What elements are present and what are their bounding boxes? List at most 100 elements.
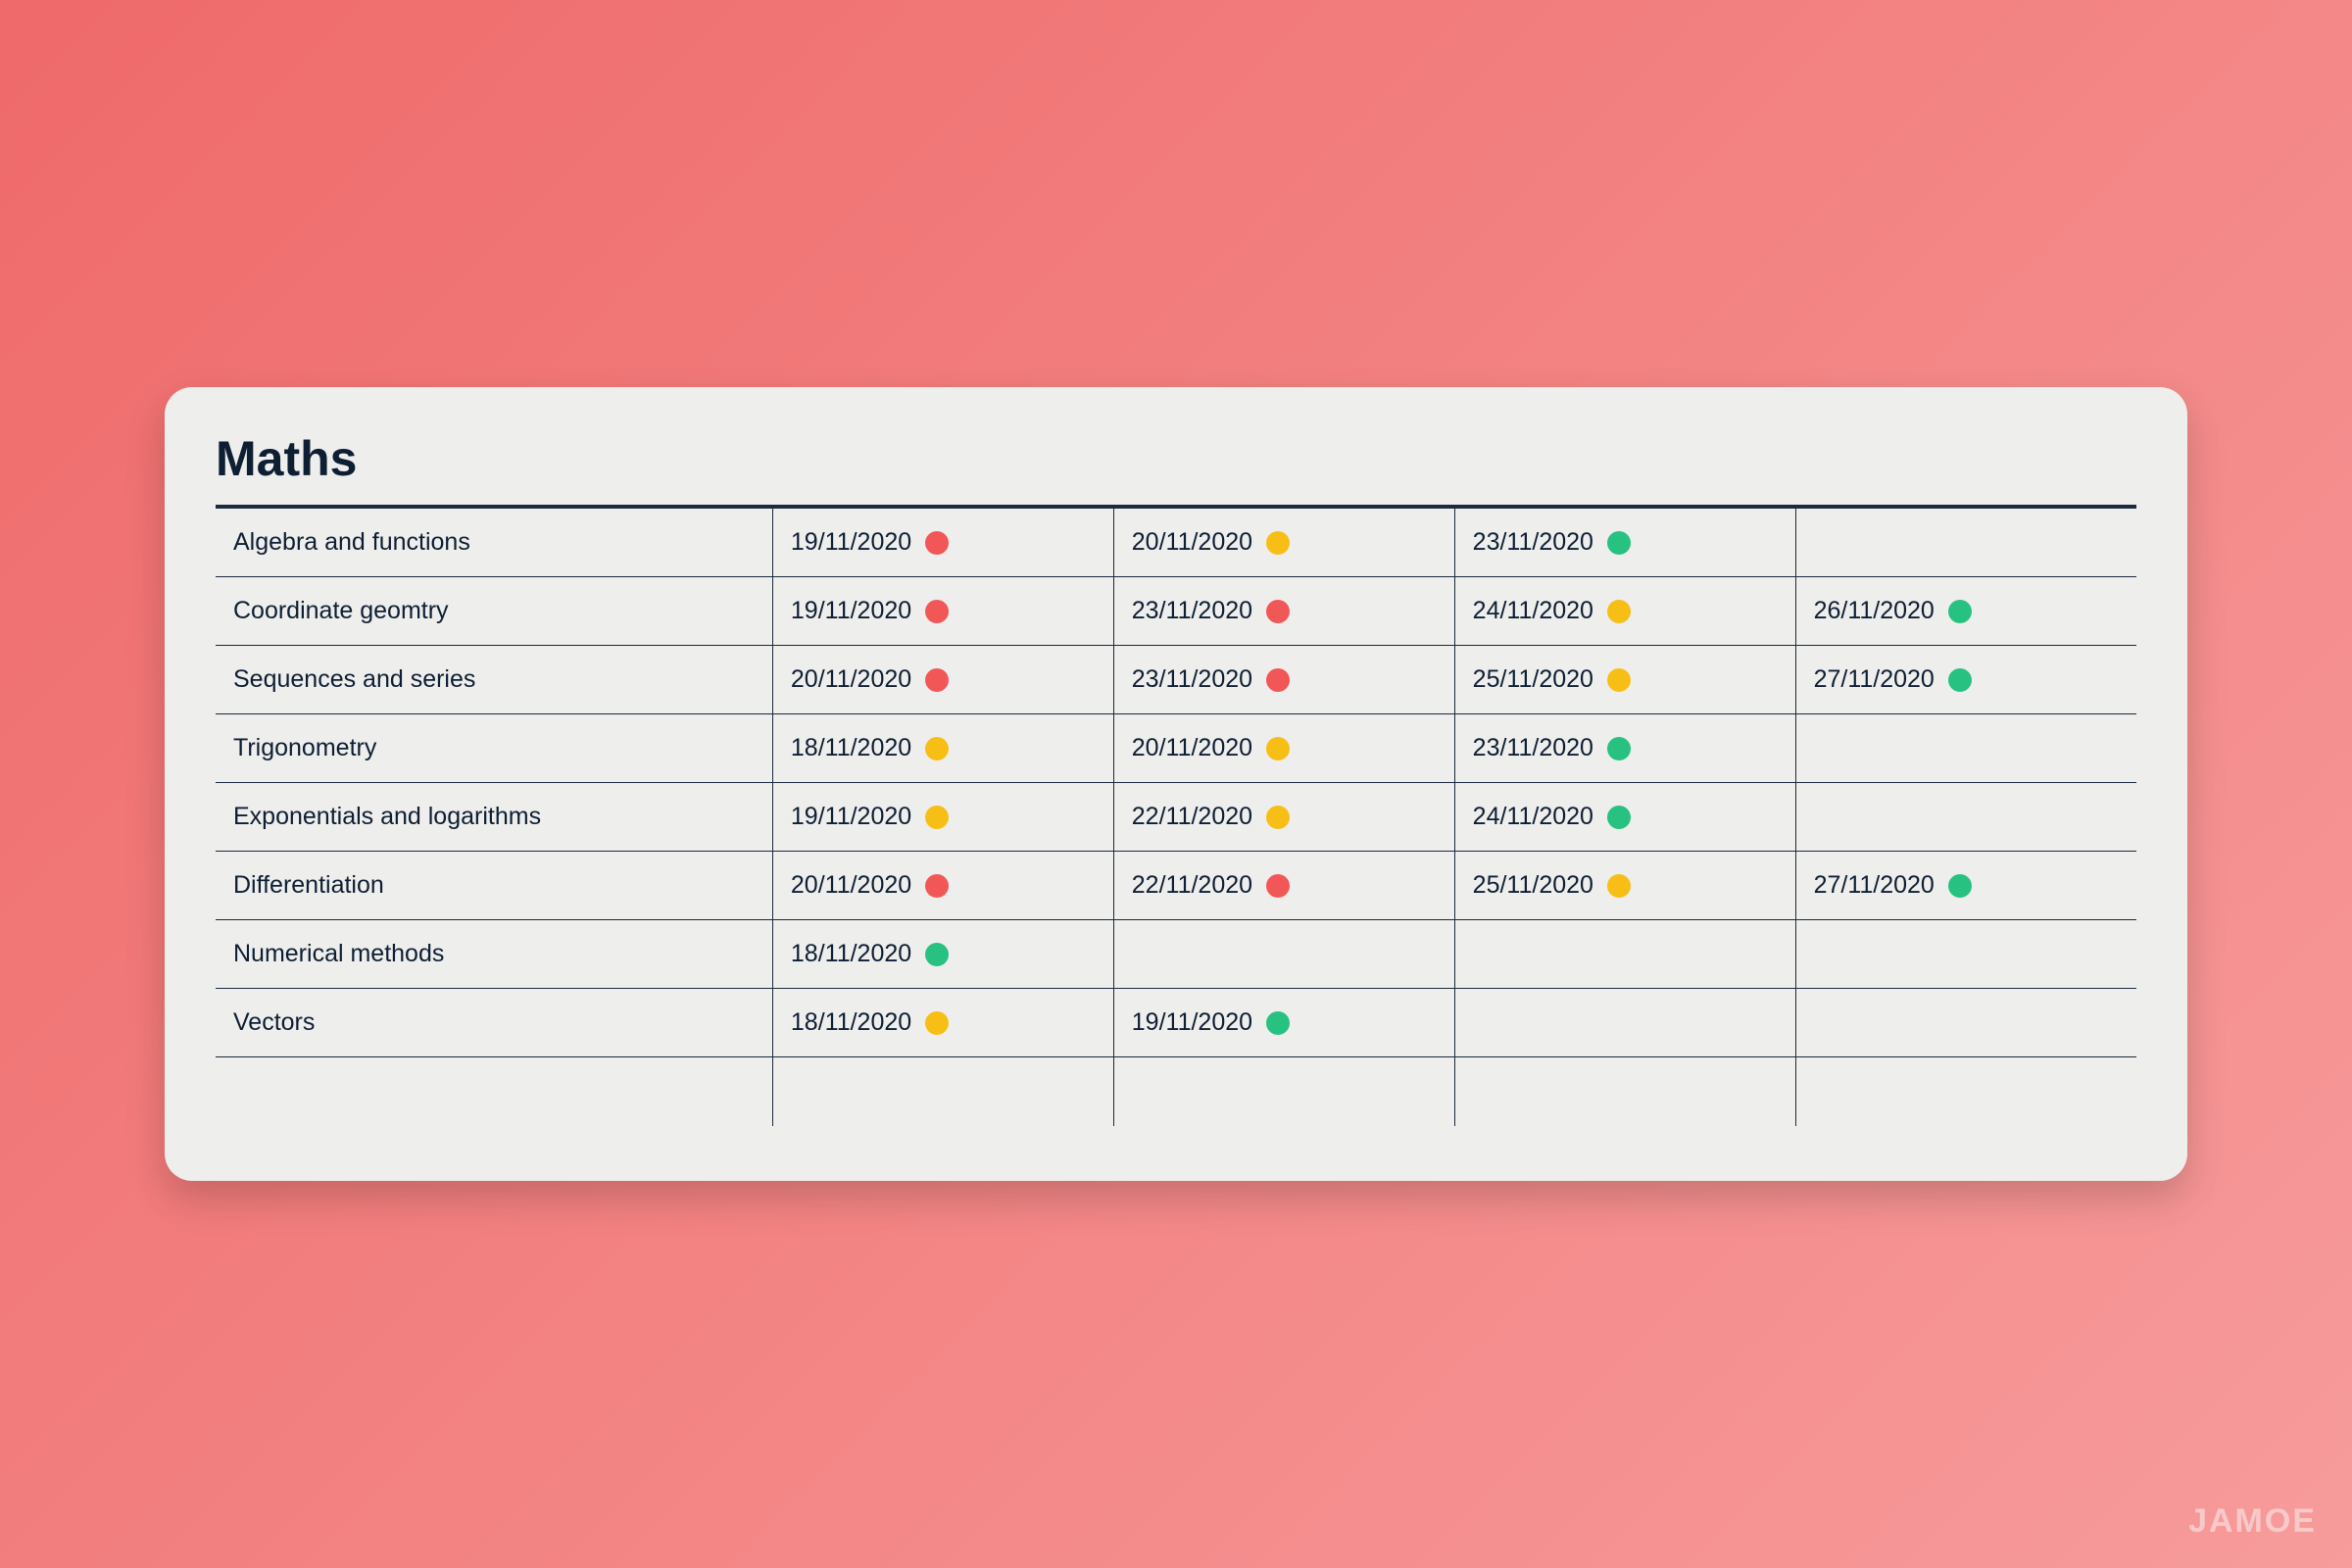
session-date: 23/11/2020 bbox=[1473, 528, 1593, 557]
table-row: Trigonometry 18/11/2020 20/11/2020 23/11/20… bbox=[216, 714, 2136, 783]
session-entry: 19/11/2020 bbox=[1132, 1008, 1290, 1037]
session-cell bbox=[1454, 1057, 1795, 1126]
topic-cell: Numerical methods bbox=[216, 920, 772, 989]
session-cell: 18/11/2020 bbox=[772, 989, 1113, 1057]
session-entry: 19/11/2020 bbox=[791, 528, 949, 557]
session-cell: 23/11/2020 bbox=[1113, 646, 1454, 714]
session-date: 19/11/2020 bbox=[791, 803, 911, 831]
brand-watermark: JAMOE bbox=[2188, 1502, 2317, 1541]
status-dot-red-icon bbox=[925, 531, 949, 555]
status-dot-amber-icon bbox=[1607, 874, 1631, 898]
table-row: Sequences and series 20/11/2020 23/11/2020… bbox=[216, 646, 2136, 714]
table-row: Exponentials and logarithms 19/11/2020 22/… bbox=[216, 783, 2136, 852]
topic-cell: Differentiation bbox=[216, 852, 772, 920]
session-date: 27/11/2020 bbox=[1814, 665, 1935, 694]
session-date: 18/11/2020 bbox=[791, 1008, 911, 1037]
session-date: 20/11/2020 bbox=[791, 665, 911, 694]
session-cell bbox=[1795, 1057, 2136, 1126]
session-entry: 27/11/2020 bbox=[1814, 665, 1972, 694]
status-dot-green-icon bbox=[1948, 600, 1972, 623]
table-row: Differentiation 20/11/2020 22/11/2020 25/11… bbox=[216, 852, 2136, 920]
session-date: 24/11/2020 bbox=[1473, 597, 1593, 625]
table-row: Coordinate geomtry 19/11/2020 23/11/2020 24… bbox=[216, 577, 2136, 646]
session-date: 25/11/2020 bbox=[1473, 871, 1593, 900]
topic-cell: Vectors bbox=[216, 989, 772, 1057]
status-dot-red-icon bbox=[1266, 668, 1290, 692]
session-cell bbox=[1795, 714, 2136, 783]
status-dot-amber-icon bbox=[925, 1011, 949, 1035]
session-entry: 23/11/2020 bbox=[1473, 528, 1631, 557]
status-dot-green-icon bbox=[1607, 806, 1631, 829]
table-row bbox=[216, 1057, 2136, 1126]
session-date: 24/11/2020 bbox=[1473, 803, 1593, 831]
session-entry: 27/11/2020 bbox=[1814, 871, 1972, 900]
session-cell: 22/11/2020 bbox=[1113, 783, 1454, 852]
session-entry: 19/11/2020 bbox=[791, 803, 949, 831]
session-entry: 19/11/2020 bbox=[791, 597, 949, 625]
topic-cell: Algebra and functions bbox=[216, 509, 772, 577]
session-date: 19/11/2020 bbox=[791, 597, 911, 625]
session-entry: 25/11/2020 bbox=[1473, 871, 1631, 900]
session-entry: 25/11/2020 bbox=[1473, 665, 1631, 694]
topic-cell: Exponentials and logarithms bbox=[216, 783, 772, 852]
session-cell bbox=[1795, 783, 2136, 852]
session-cell: 24/11/2020 bbox=[1454, 783, 1795, 852]
session-cell: 19/11/2020 bbox=[772, 783, 1113, 852]
session-cell bbox=[1795, 509, 2136, 577]
session-date: 19/11/2020 bbox=[791, 528, 911, 557]
session-entry: 22/11/2020 bbox=[1132, 871, 1290, 900]
session-entry: 18/11/2020 bbox=[791, 734, 949, 762]
session-date: 20/11/2020 bbox=[791, 871, 911, 900]
topic-cell: Sequences and series bbox=[216, 646, 772, 714]
status-dot-green-icon bbox=[925, 943, 949, 966]
status-dot-green-icon bbox=[1266, 1011, 1290, 1035]
session-date: 23/11/2020 bbox=[1132, 597, 1252, 625]
status-dot-green-icon bbox=[1607, 737, 1631, 760]
session-entry: 24/11/2020 bbox=[1473, 803, 1631, 831]
topic-cell: Trigonometry bbox=[216, 714, 772, 783]
session-cell: 23/11/2020 bbox=[1454, 509, 1795, 577]
session-date: 23/11/2020 bbox=[1132, 665, 1252, 694]
status-dot-amber-icon bbox=[1607, 668, 1631, 692]
status-dot-red-icon bbox=[1266, 600, 1290, 623]
session-date: 22/11/2020 bbox=[1132, 871, 1252, 900]
session-cell: 25/11/2020 bbox=[1454, 852, 1795, 920]
table-row: Algebra and functions 19/11/2020 20/11/202… bbox=[216, 509, 2136, 577]
status-dot-red-icon bbox=[925, 874, 949, 898]
session-entry: 20/11/2020 bbox=[1132, 528, 1290, 557]
session-cell bbox=[1454, 920, 1795, 989]
session-cell bbox=[1113, 1057, 1454, 1126]
session-cell: 19/11/2020 bbox=[772, 577, 1113, 646]
status-dot-amber-icon bbox=[1266, 806, 1290, 829]
status-dot-amber-icon bbox=[1266, 737, 1290, 760]
session-date: 18/11/2020 bbox=[791, 734, 911, 762]
session-cell: 26/11/2020 bbox=[1795, 577, 2136, 646]
status-dot-amber-icon bbox=[925, 737, 949, 760]
status-dot-green-icon bbox=[1607, 531, 1631, 555]
status-dot-amber-icon bbox=[1266, 531, 1290, 555]
session-cell bbox=[772, 1057, 1113, 1126]
session-entry: 20/11/2020 bbox=[791, 665, 949, 694]
topic-cell: Coordinate geomtry bbox=[216, 577, 772, 646]
session-cell: 18/11/2020 bbox=[772, 920, 1113, 989]
status-dot-amber-icon bbox=[925, 806, 949, 829]
session-date: 23/11/2020 bbox=[1473, 734, 1593, 762]
tracker-body: Algebra and functions 19/11/2020 20/11/202… bbox=[216, 509, 2136, 1126]
session-cell bbox=[1795, 989, 2136, 1057]
session-entry: 22/11/2020 bbox=[1132, 803, 1290, 831]
session-date: 20/11/2020 bbox=[1132, 528, 1252, 557]
session-date: 27/11/2020 bbox=[1814, 871, 1935, 900]
session-entry: 23/11/2020 bbox=[1132, 665, 1290, 694]
tracker-table: Algebra and functions 19/11/2020 20/11/202… bbox=[216, 505, 2136, 1126]
session-cell bbox=[1454, 989, 1795, 1057]
session-date: 25/11/2020 bbox=[1473, 665, 1593, 694]
session-cell: 25/11/2020 bbox=[1454, 646, 1795, 714]
session-cell bbox=[1795, 920, 2136, 989]
status-dot-amber-icon bbox=[1607, 600, 1631, 623]
session-entry: 20/11/2020 bbox=[1132, 734, 1290, 762]
session-date: 19/11/2020 bbox=[1132, 1008, 1252, 1037]
session-entry: 18/11/2020 bbox=[791, 940, 949, 968]
session-cell: 23/11/2020 bbox=[1454, 714, 1795, 783]
session-cell: 24/11/2020 bbox=[1454, 577, 1795, 646]
session-cell: 27/11/2020 bbox=[1795, 852, 2136, 920]
